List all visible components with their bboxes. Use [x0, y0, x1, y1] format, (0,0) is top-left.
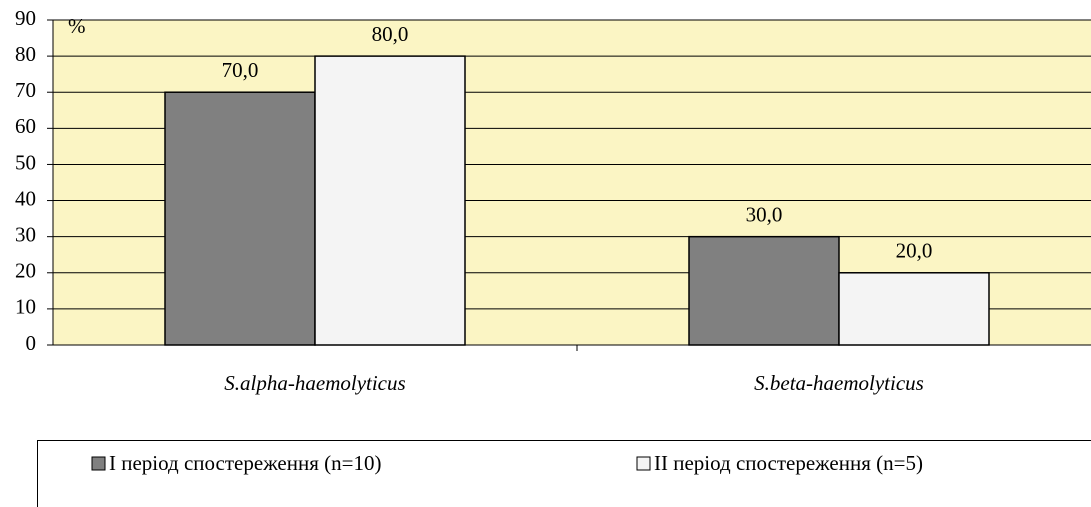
value-label: 30,0 [746, 202, 783, 226]
value-label: 70,0 [222, 58, 259, 82]
bar [838, 272, 990, 346]
y-tick-label: 0 [26, 331, 37, 355]
y-tick-label: 80 [15, 42, 36, 66]
legend-box [37, 440, 1091, 507]
y-tick-label: 70 [15, 78, 36, 102]
y-tick-label: 50 [15, 150, 36, 174]
y-tick-label: 60 [15, 114, 36, 138]
legend-label: II період спостереження (n=5) [654, 451, 923, 475]
legend-label: I період спостереження (n=10) [109, 451, 381, 475]
unit-label: % [68, 14, 86, 38]
value-label: 80,0 [372, 22, 409, 46]
x-tick-label: S.beta-haemolyticus [754, 371, 924, 395]
y-tick-label: 40 [15, 186, 36, 210]
x-tick-label: S.alpha-haemolyticus [224, 371, 405, 395]
y-tick-label: 90 [15, 6, 36, 30]
bar [688, 235, 840, 346]
bar [164, 91, 316, 346]
y-tick-label: 20 [15, 259, 36, 283]
value-label: 20,0 [896, 239, 933, 263]
y-tick-label: 30 [15, 222, 36, 246]
bar [314, 55, 466, 346]
legend-swatch [91, 456, 106, 471]
legend-swatch [636, 456, 651, 471]
y-tick-label: 10 [15, 295, 36, 319]
